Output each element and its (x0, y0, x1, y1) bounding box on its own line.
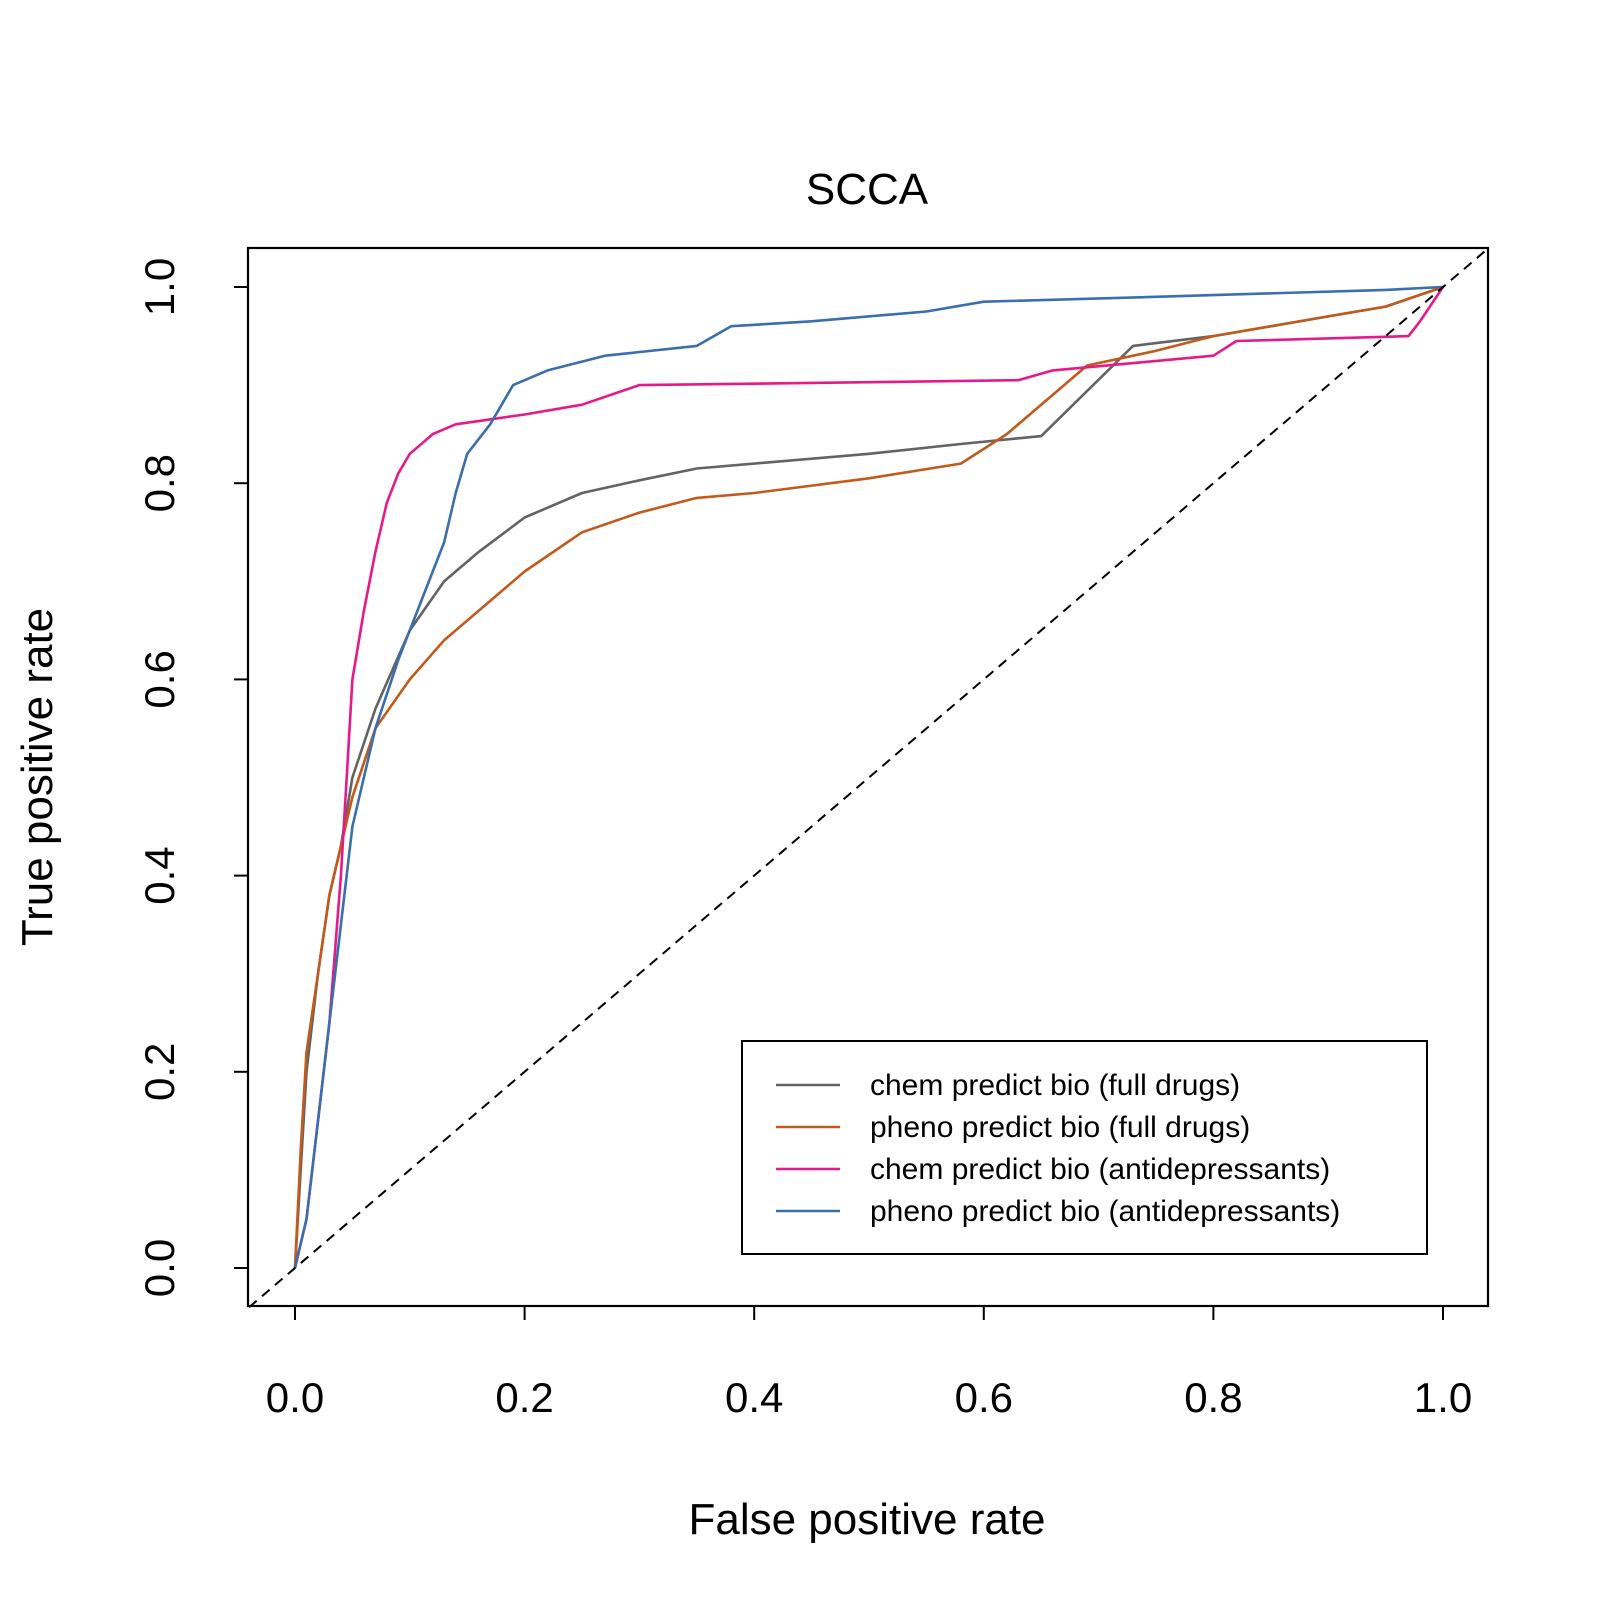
y-tick-label: 0.6 (136, 650, 183, 708)
series-line-2 (293, 285, 1444, 1269)
legend-label-2: pheno predict bio (full drugs) (870, 1111, 1250, 1144)
legend-box (741, 1040, 1428, 1255)
legend-label-4: pheno predict bio (antidepressants) (870, 1195, 1340, 1228)
series-layer (293, 285, 1445, 1269)
legend-label-3: chem predict bio (antidepressants) (870, 1153, 1330, 1186)
y-tick-label: 0.0 (136, 1239, 183, 1297)
x-tick-label: 0.6 (955, 1374, 1013, 1421)
y-tick-label: 0.8 (136, 454, 183, 512)
chart-title: SCCA (806, 165, 929, 214)
y-tick-label: 0.2 (136, 1043, 183, 1101)
legend-items: chem predict bio (full drugs) pheno predi… (776, 1069, 1340, 1228)
series-line-4 (293, 285, 1444, 1269)
x-tick-label: 0.4 (725, 1374, 783, 1421)
y-tick-label: 0.4 (136, 846, 183, 904)
x-axis: 0.0 0.2 0.4 0.6 0.8 1.0 (266, 1305, 1472, 1421)
series-line-3 (293, 286, 1445, 1269)
x-axis-label: False positive rate (688, 1495, 1045, 1544)
y-axis-label: True positive rate (13, 608, 62, 946)
legend: chem predict bio (full drugs) pheno predi… (741, 1040, 1428, 1255)
x-tick-label: 0.2 (495, 1374, 553, 1421)
y-axis: 0.0 0.2 0.4 0.6 0.8 1.0 (136, 258, 249, 1297)
y-tick-label: 1.0 (136, 258, 183, 316)
x-tick-label: 0.0 (266, 1374, 324, 1421)
x-tick-label: 1.0 (1414, 1374, 1472, 1421)
x-tick-label: 0.8 (1184, 1374, 1242, 1421)
legend-label-1: chem predict bio (full drugs) (870, 1069, 1240, 1102)
